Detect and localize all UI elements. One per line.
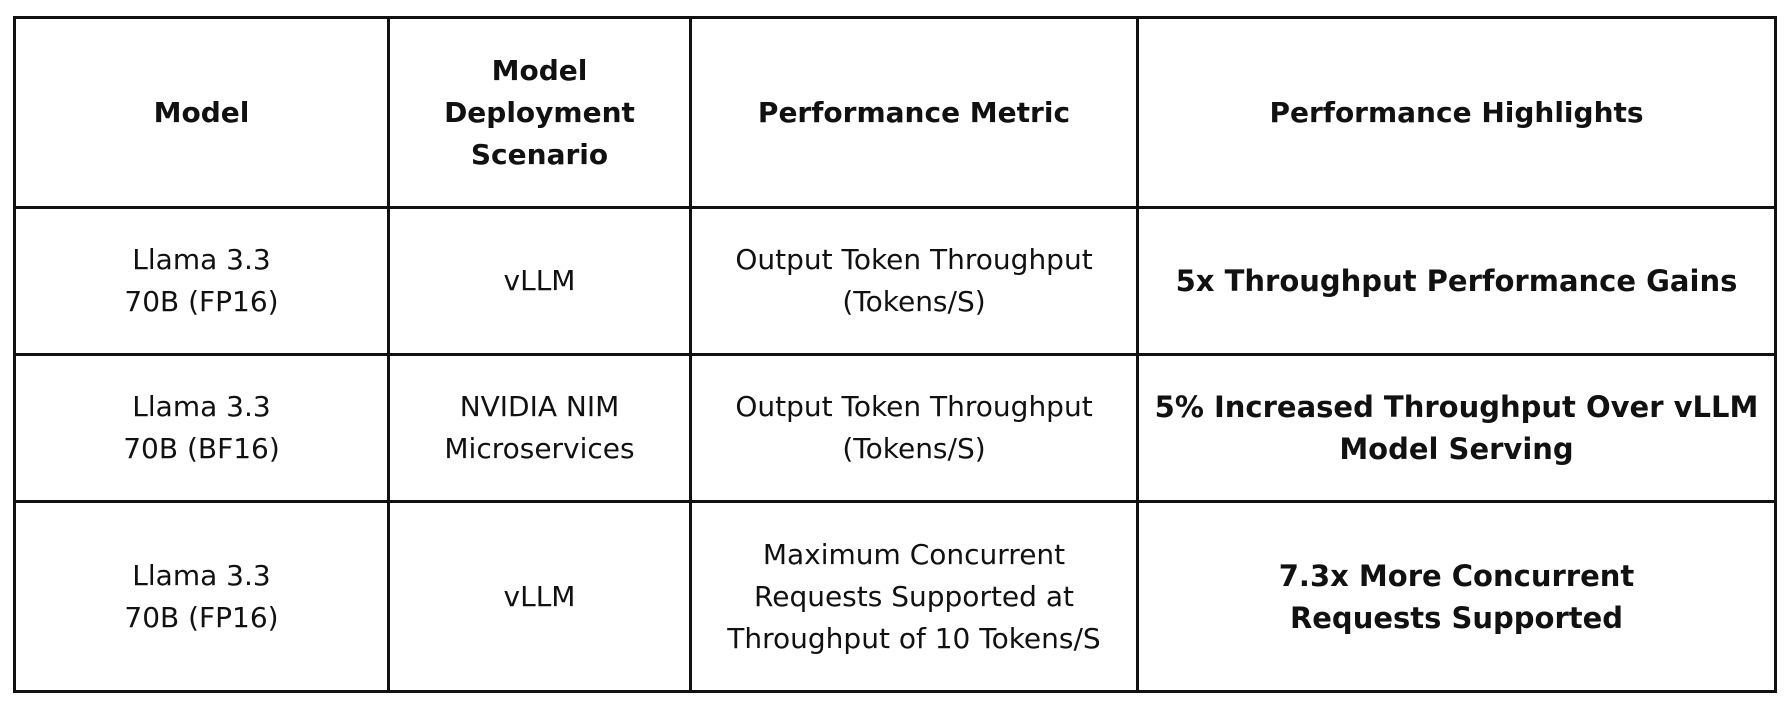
header-model: Model [13,16,390,209]
cell-model: Llama 3.3 70B (BF16) [13,353,390,503]
table-row: Llama 3.3 70B (FP16) vLLM Output Token T… [13,206,1777,356]
table-row: Llama 3.3 70B (FP16) vLLM Maximum Concur… [13,500,1777,693]
table-row: Llama 3.3 70B (BF16) NVIDIA NIM Microser… [13,353,1777,503]
performance-table: Model Model Deployment Scenario Performa… [13,16,1777,693]
cell-metric: Maximum Concurrent Requests Supported at… [689,500,1139,693]
cell-model: Llama 3.3 70B (FP16) [13,206,390,356]
cell-scenario: vLLM [387,206,692,356]
cell-highlight: 7.3x More Concurrent Requests Supported [1136,500,1777,693]
cell-model: Llama 3.3 70B (FP16) [13,500,390,693]
cell-highlight: 5x Throughput Performance Gains [1136,206,1777,356]
header-performance-highlights: Performance Highlights [1136,16,1777,209]
header-deployment-scenario: Model Deployment Scenario [387,16,692,209]
table-header-row: Model Model Deployment Scenario Performa… [13,16,1777,209]
cell-scenario: NVIDIA NIM Microservices [387,353,692,503]
cell-metric: Output Token Throughput (Tokens/S) [689,206,1139,356]
cell-scenario: vLLM [387,500,692,693]
cell-metric: Output Token Throughput (Tokens/S) [689,353,1139,503]
header-performance-metric: Performance Metric [689,16,1139,209]
cell-highlight: 5% Increased Throughput Over vLLM Model … [1136,353,1777,503]
